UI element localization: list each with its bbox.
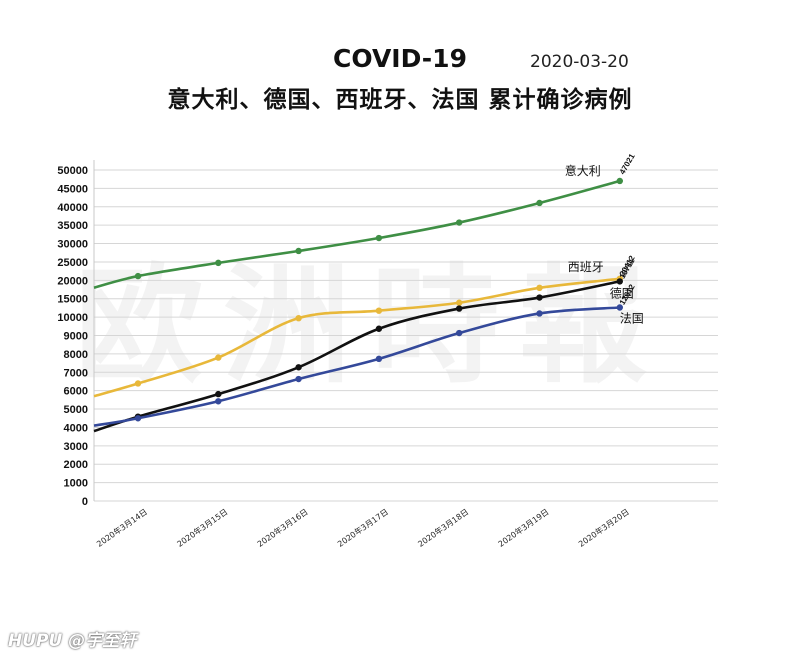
data-point	[215, 398, 222, 405]
y-tick-label: 50000	[57, 165, 88, 177]
y-tick-label: 3000	[64, 441, 88, 453]
y-axis-ticks: 0 1000 2000 3000 4000 5000 6000 7000 8000 9000 100…	[57, 165, 88, 508]
y-tick-label: 40000	[57, 202, 88, 214]
watermark: 欧洲時報	[75, 222, 775, 407]
x-tick-label: 2020年3月15日	[175, 506, 230, 548]
data-point	[215, 390, 222, 398]
data-point	[456, 299, 463, 306]
x-tick-label: 2020年3月19日	[496, 506, 551, 548]
data-point	[616, 304, 623, 311]
series-group	[93, 177, 623, 433]
data-point	[215, 354, 222, 361]
series-line-西班牙	[93, 277, 620, 398]
data-point	[295, 247, 302, 255]
y-tick-label: 15000	[57, 294, 88, 306]
series-line-德国	[93, 280, 621, 433]
x-tick-label: 2020年3月14日	[95, 506, 150, 548]
grid-lines	[93, 160, 718, 502]
data-point	[375, 325, 383, 332]
data-point	[295, 375, 302, 383]
x-tick-label: 2020年3月20日	[576, 506, 631, 548]
y-tick-label: 35000	[57, 220, 88, 232]
chart-title: COVID-19	[333, 44, 467, 73]
x-tick-label: 2020年3月16日	[255, 506, 310, 548]
chart-date: 2020-03-20	[530, 52, 629, 72]
data-point	[536, 199, 543, 207]
data-point	[536, 310, 543, 317]
series-line-意大利	[93, 179, 621, 289]
data-point	[215, 259, 222, 267]
y-tick-label: 4000	[64, 422, 88, 434]
data-point	[295, 364, 302, 371]
y-tick-label: 1000	[64, 478, 88, 490]
data-point	[134, 380, 142, 387]
y-tick-label: 8000	[64, 349, 88, 361]
data-point	[536, 294, 543, 301]
series-name-label: 德国	[610, 285, 634, 300]
series-line-法国	[93, 306, 620, 427]
y-tick-label: 6000	[64, 386, 88, 398]
series-name-label: 法国	[620, 312, 644, 326]
y-tick-label: 5000	[64, 404, 88, 416]
y-tick-label: 7000	[64, 367, 88, 379]
footer-credit: HUPU @宇至轩	[8, 631, 137, 651]
y-tick-label: 45000	[57, 183, 88, 195]
data-point	[616, 177, 623, 185]
data-point	[134, 415, 142, 422]
data-point	[456, 219, 463, 226]
series-name-label: 意大利	[565, 163, 601, 178]
series-name-label: 西班牙	[568, 260, 604, 274]
y-tick-label: 25000	[57, 257, 88, 269]
series-end-value: 47021	[618, 152, 637, 176]
data-point	[616, 278, 623, 285]
data-point	[295, 314, 302, 322]
y-tick-label: 2000	[64, 459, 88, 471]
data-point	[134, 272, 142, 280]
x-tick-label: 2020年3月17日	[335, 506, 390, 548]
data-point	[375, 355, 383, 363]
data-point	[536, 284, 543, 292]
x-tick-label: 2020年3月18日	[416, 506, 471, 548]
y-tick-label: 30000	[57, 239, 88, 251]
data-point	[375, 307, 383, 314]
data-point	[456, 305, 463, 312]
x-axis-ticks: 2020年3月14日 2020年3月15日 2020年3月16日 2020年3月17日…	[95, 506, 631, 548]
data-point	[375, 234, 383, 242]
y-tick-label: 9000	[64, 331, 88, 343]
y-tick-label: 20000	[57, 275, 88, 287]
data-point	[456, 329, 463, 337]
y-tick-label: 10000	[57, 312, 88, 324]
chart-subtitle: 意大利、德国、西班牙、法国 累计确诊病例	[167, 87, 633, 113]
y-tick-label: 0	[82, 496, 88, 508]
